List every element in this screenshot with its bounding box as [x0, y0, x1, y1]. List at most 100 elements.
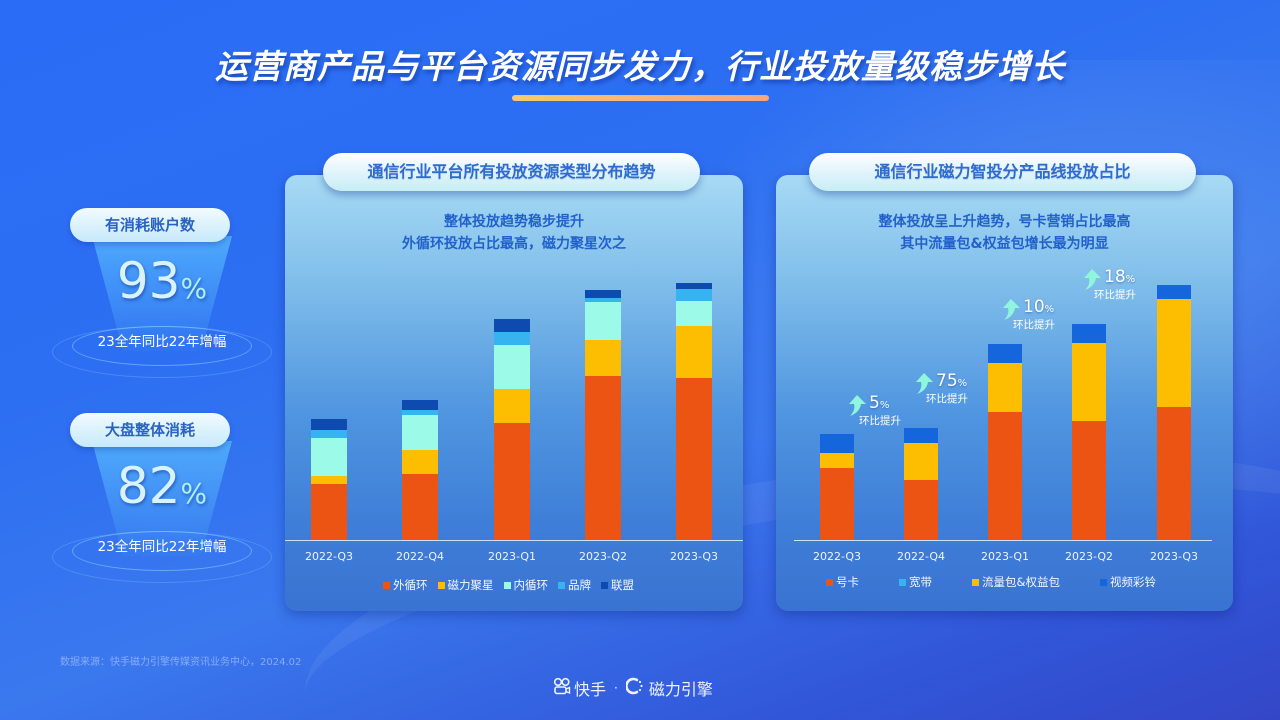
up-arrow-icon — [1084, 269, 1101, 290]
legend-swatch — [972, 578, 979, 586]
bar-segment — [676, 326, 712, 378]
bar-2023-Q2 — [1072, 324, 1106, 540]
x-tick-label: 2023-Q1 — [487, 550, 537, 563]
x-tick-label: 2023-Q3 — [1149, 550, 1199, 563]
bar-segment — [402, 410, 438, 415]
x-tick-label: 2023-Q3 — [669, 550, 719, 563]
legend-item: 外循环 — [383, 577, 428, 593]
magnetic-engine-logo-icon — [624, 677, 646, 699]
kpi-label: 大盘整体消耗 — [70, 413, 230, 447]
legend-item: 流量包&权益包 — [972, 574, 1060, 590]
stacked-bar-chart-product-lines: 2022-Q3 2022-Q4 2023-Q1 2023-Q2 2023-Q3 号卡 宽带 流… — [776, 175, 1233, 611]
legend-item: 宽带 — [899, 574, 932, 590]
legend-item: 联盟 — [601, 577, 634, 593]
bar-segment — [988, 363, 1022, 412]
product-line-panel: 整体投放呈上升趋势，号卡营销占比最高 其中流量包&权益包增长最为明显 2022-… — [776, 175, 1233, 611]
x-tick-label: 2023-Q2 — [578, 550, 628, 563]
bar-segment — [1072, 343, 1106, 421]
bar-segment — [494, 345, 530, 389]
bar-2022-Q4 — [402, 400, 438, 540]
growth-annotation: 10% 环比提升 — [1001, 297, 1081, 337]
bar-segment — [1072, 421, 1106, 540]
bar-segment — [676, 289, 712, 301]
panel-description: 整体投放趋势稳步提升 外循环投放占比最高，磁力聚星次之 — [402, 214, 626, 252]
bar-2022-Q3 — [311, 419, 347, 540]
bar-segment — [676, 283, 712, 289]
up-arrow-icon — [1003, 299, 1020, 320]
bar-segment — [1157, 285, 1191, 299]
page-title: 运营商产品与平台资源同步发力，行业投放量级稳步增长 — [215, 47, 1065, 86]
chart-legend: 号卡 宽带 流量包&权益包 视频彩铃 — [826, 574, 1196, 590]
legend-swatch — [383, 581, 390, 589]
bar-segment — [585, 290, 621, 298]
kpi-active-accounts: 有消耗账户数 93% 23全年同比22年增幅 — [52, 208, 272, 378]
bar-segment — [820, 453, 854, 468]
bar-segment — [676, 301, 712, 326]
legend-swatch — [601, 581, 608, 589]
x-tick-label: 2022-Q4 — [395, 550, 445, 563]
kpi-value: 93% — [116, 252, 208, 310]
bar-segment — [1072, 324, 1106, 343]
bar-segment — [676, 378, 712, 540]
legend-item: 内循环 — [503, 577, 548, 593]
x-tick-label: 2022-Q4 — [896, 550, 946, 563]
bar-segment — [585, 376, 621, 540]
bar-segment — [402, 450, 438, 474]
bar-segment — [402, 415, 438, 450]
kpi-total-spend: 大盘整体消耗 82% 23全年同比22年增幅 — [52, 413, 272, 583]
chart-legend: 外循环 磁力聚星 内循环 品牌 联盟 — [383, 577, 644, 593]
bar-segment — [311, 430, 347, 438]
kuaishou-logo-icon — [553, 677, 571, 699]
kpi-label: 有消耗账户数 — [70, 208, 230, 242]
bar-segment — [904, 443, 938, 480]
bar-segment — [494, 423, 530, 540]
bar-2023-Q2 — [585, 290, 621, 540]
bar-segment — [494, 389, 530, 423]
bar-segment — [585, 298, 621, 302]
bar-2022-Q4 — [904, 428, 938, 540]
bar-segment — [820, 434, 854, 453]
panel-description: 整体投放呈上升趋势，号卡营销占比最高 其中流量包&权益包增长最为明显 — [878, 214, 1131, 252]
title-underline — [512, 95, 769, 101]
legend-item: 品牌 — [558, 577, 591, 593]
panel-title: 通信行业磁力智投分产品线投放占比 — [809, 153, 1196, 191]
growth-annotation: 18% 环比提升 — [1082, 267, 1162, 307]
bar-2023-Q3 — [676, 283, 712, 540]
legend-item: 号卡 — [826, 574, 859, 590]
kpi-subtitle: 23全年同比22年增幅 — [97, 539, 227, 555]
legend-item: 磁力聚星 — [437, 577, 494, 593]
bar-segment — [494, 332, 530, 345]
bar-segment — [494, 319, 530, 332]
bar-segment — [1157, 407, 1191, 540]
bar-segment — [1157, 299, 1191, 407]
kpi-subtitle: 23全年同比22年增幅 — [97, 334, 227, 350]
legend-swatch — [503, 581, 511, 589]
bar-2023-Q1 — [494, 319, 530, 540]
bar-segment — [904, 428, 938, 443]
legend-swatch — [1099, 578, 1107, 586]
bar-segment — [988, 412, 1022, 540]
up-arrow-icon — [849, 395, 866, 416]
x-axis-line — [794, 540, 1212, 541]
bar-segment — [402, 400, 438, 410]
bar-2023-Q1 — [988, 344, 1022, 540]
panel-title: 通信行业平台所有投放资源类型分布趋势 — [323, 153, 700, 191]
stacked-bar-chart-resources: 2022-Q3 2022-Q4 2023-Q1 2023-Q2 2023-Q3 外循环 磁力… — [285, 175, 743, 611]
data-source-note: 数据来源：快手磁力引擎传媒资讯业务中心，2024.02 — [60, 657, 302, 668]
growth-annotation: 5% 环比提升 — [847, 393, 927, 433]
x-tick-label: 2023-Q1 — [980, 550, 1030, 563]
bar-segment — [904, 480, 938, 540]
x-tick-label: 2022-Q3 — [812, 550, 862, 563]
bar-2023-Q3 — [1157, 285, 1191, 540]
bar-segment — [988, 344, 1022, 363]
growth-annotation: 75% 环比提升 — [914, 371, 994, 411]
legend-item: 视频彩铃 — [1099, 574, 1156, 590]
kpi-value: 82% — [116, 457, 208, 515]
bar-segment — [585, 340, 621, 376]
bar-segment — [402, 474, 438, 540]
bar-2022-Q3 — [820, 434, 854, 540]
x-tick-label: 2023-Q2 — [1064, 550, 1114, 563]
legend-swatch — [826, 578, 833, 586]
kpi-ring — [72, 531, 252, 571]
legend-swatch — [899, 578, 906, 586]
